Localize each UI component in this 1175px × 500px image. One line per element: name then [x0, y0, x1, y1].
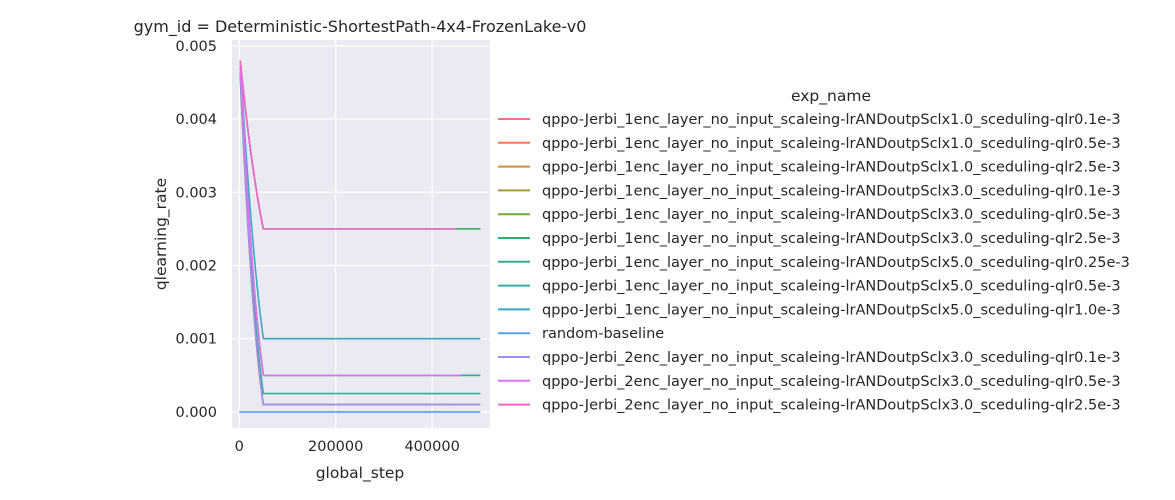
legend-entry-label: qppo-Jerbi_1enc_layer_no_input_scaleing-…	[542, 231, 1121, 247]
legend-entry-label: random-baseline	[542, 326, 664, 342]
x-tick-label: 200000	[308, 439, 363, 455]
y-tick-label: 0.003	[175, 185, 217, 201]
legend-entry-label: qppo-Jerbi_1enc_layer_no_input_scaleing-…	[542, 207, 1121, 223]
legend-entry-label: qppo-Jerbi_2enc_layer_no_input_scaleing-…	[542, 374, 1121, 390]
series-layer	[239, 60, 481, 413]
legend-entry-label: qppo-Jerbi_1enc_layer_no_input_scaleing-…	[542, 255, 1130, 271]
y-tick-label: 0.005	[175, 39, 217, 55]
legend-entry-label: qppo-Jerbi_1enc_layer_no_input_scaleing-…	[542, 279, 1121, 295]
y-tick-labels: 0.000 0.001 0.002 0.003 0.004 0.005	[175, 39, 217, 421]
legend-entry-label: qppo-Jerbi_1enc_layer_no_input_scaleing-…	[542, 136, 1121, 152]
legend-entry-label: qppo-Jerbi_1enc_layer_no_input_scaleing-…	[542, 160, 1121, 176]
x-tick-label: 0	[235, 439, 244, 455]
chart-title: gym_id = Deterministic-ShortestPath-4x4-…	[134, 17, 587, 37]
y-tick-label: 0.001	[175, 332, 217, 348]
series-line-13	[239, 60, 457, 230]
legend-entry-label: qppo-Jerbi_1enc_layer_no_input_scaleing-…	[542, 112, 1121, 128]
plot-area	[232, 40, 490, 428]
x-tick-labels: 0 200000 400000	[235, 439, 460, 455]
legend-entry-label: qppo-Jerbi_1enc_layer_no_input_scaleing-…	[542, 302, 1121, 318]
y-axis-label: qlearning_rate	[152, 178, 171, 290]
series-line-11	[239, 67, 481, 406]
y-tick-label: 0.004	[175, 112, 217, 128]
legend-title: exp_name	[791, 87, 871, 106]
y-tick-label: 0.000	[175, 405, 217, 421]
legend-entry-label: qppo-Jerbi_1enc_layer_no_input_scaleing-…	[542, 183, 1121, 199]
x-axis-label: global_step	[316, 464, 405, 483]
series-line-12	[239, 60, 462, 377]
legend-entry-label: qppo-Jerbi_2enc_layer_no_input_scaleing-…	[542, 350, 1121, 366]
x-tick-label: 400000	[404, 439, 459, 455]
y-tick-label: 0.002	[175, 258, 217, 274]
legend-entry-label: qppo-Jerbi_2enc_layer_no_input_scaleing-…	[542, 398, 1121, 414]
legend: qppo-Jerbi_1enc_layer_no_input_scaleing-…	[498, 112, 1130, 414]
